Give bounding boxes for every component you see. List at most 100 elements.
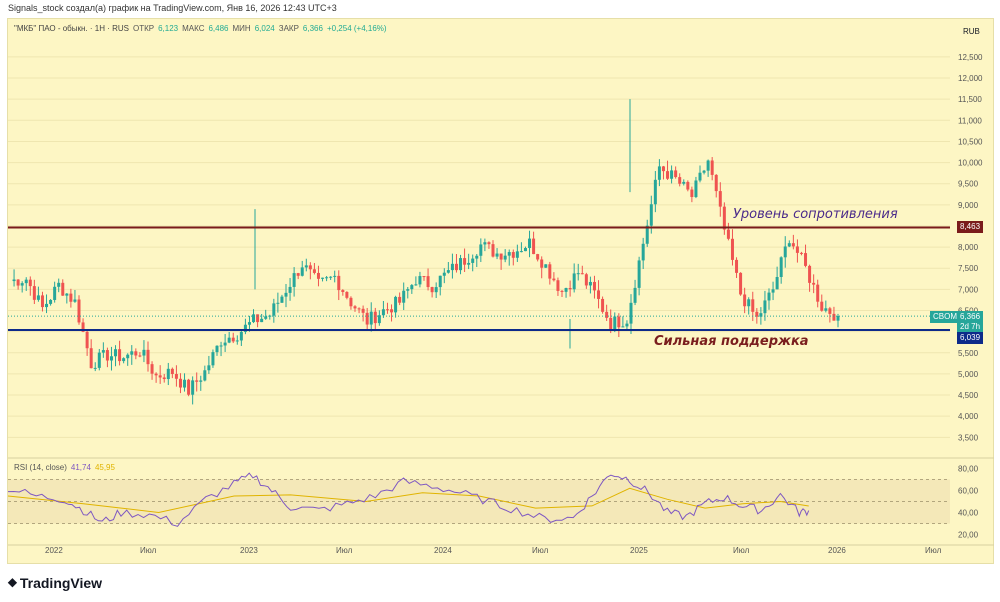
candle-body[interactable]	[454, 263, 458, 271]
candle-body[interactable]	[597, 290, 601, 299]
candle-body[interactable]	[467, 262, 471, 265]
symbol-title[interactable]: "МКБ" ПАО - обыкн. · 1Н · RUS	[14, 24, 129, 33]
candle-body[interactable]	[491, 244, 495, 257]
candle-body[interactable]	[20, 283, 24, 286]
candle-body[interactable]	[560, 290, 564, 292]
candle-body[interactable]	[791, 243, 795, 247]
candle-body[interactable]	[556, 280, 560, 291]
candle-body[interactable]	[36, 295, 40, 300]
candle-body[interactable]	[369, 311, 373, 325]
candle-body[interactable]	[398, 296, 402, 303]
candle-body[interactable]	[219, 345, 223, 347]
candle-body[interactable]	[280, 296, 284, 303]
support-annotation[interactable]: Сильная поддержка	[654, 334, 809, 349]
candle-body[interactable]	[641, 243, 645, 261]
candle-body[interactable]	[580, 273, 584, 275]
candle-body[interactable]	[552, 278, 556, 281]
candle-body[interactable]	[698, 172, 702, 181]
candle-body[interactable]	[775, 277, 779, 290]
candle-body[interactable]	[146, 349, 150, 365]
candle-body[interactable]	[243, 324, 247, 332]
candle-body[interactable]	[207, 365, 211, 371]
candle-body[interactable]	[812, 282, 816, 285]
candle-body[interactable]	[61, 282, 65, 296]
candle-body[interactable]	[442, 272, 446, 276]
candle-body[interactable]	[158, 375, 162, 378]
candle-body[interactable]	[101, 350, 105, 353]
candle-body[interactable]	[601, 298, 605, 312]
candle-body[interactable]	[154, 373, 158, 376]
candle-body[interactable]	[357, 308, 361, 310]
candle-body[interactable]	[471, 258, 475, 263]
candle-body[interactable]	[174, 373, 178, 379]
candle-body[interactable]	[763, 300, 767, 314]
candle-body[interactable]	[588, 281, 592, 286]
candle-body[interactable]	[134, 351, 138, 356]
candle-body[interactable]	[519, 251, 523, 253]
candle-body[interactable]	[544, 264, 548, 268]
candle-body[interactable]	[215, 345, 219, 353]
candle-body[interactable]	[779, 257, 783, 278]
rsi-line[interactable]	[7, 472, 810, 527]
candle-body[interactable]	[592, 281, 596, 291]
candle-body[interactable]	[256, 314, 260, 323]
candle-body[interactable]	[495, 253, 499, 257]
candle-body[interactable]	[617, 316, 621, 328]
candle-body[interactable]	[584, 274, 588, 286]
candle-body[interactable]	[223, 342, 227, 346]
candle-body[interactable]	[16, 279, 20, 286]
candle-body[interactable]	[178, 378, 182, 388]
candle-body[interactable]	[507, 252, 511, 256]
candle-body[interactable]	[394, 296, 398, 313]
resistance-annotation[interactable]: Уровень сопротивления	[733, 207, 898, 222]
candle-body[interactable]	[353, 306, 357, 309]
candle-body[interactable]	[430, 287, 434, 293]
candle-body[interactable]	[183, 379, 187, 388]
candle-body[interactable]	[402, 290, 406, 303]
candle-body[interactable]	[564, 288, 568, 292]
candle-body[interactable]	[755, 311, 759, 317]
candle-body[interactable]	[81, 322, 85, 332]
candle-body[interactable]	[203, 370, 207, 381]
candle-body[interactable]	[109, 356, 113, 361]
candle-body[interactable]	[373, 311, 377, 324]
candle-body[interactable]	[739, 272, 743, 295]
rsi-label[interactable]: RSI (14, close)	[14, 463, 67, 472]
candle-body[interactable]	[170, 368, 174, 374]
candle-body[interactable]	[629, 302, 633, 324]
candle-body[interactable]	[536, 254, 540, 260]
candle-body[interactable]	[316, 272, 320, 279]
candle-body[interactable]	[142, 349, 146, 356]
candle-body[interactable]	[406, 289, 410, 291]
candle-body[interactable]	[661, 166, 665, 172]
candle-body[interactable]	[252, 314, 256, 323]
candle-body[interactable]	[820, 301, 824, 311]
candle-body[interactable]	[767, 292, 771, 301]
candle-body[interactable]	[126, 354, 130, 359]
candle-body[interactable]	[666, 171, 670, 179]
candle-body[interactable]	[645, 225, 649, 244]
candle-body[interactable]	[649, 204, 653, 226]
candle-body[interactable]	[726, 229, 730, 239]
candle-body[interactable]	[702, 170, 706, 173]
candle-body[interactable]	[105, 350, 109, 361]
candle-body[interactable]	[459, 258, 463, 271]
candle-body[interactable]	[747, 299, 751, 307]
candle-body[interactable]	[523, 248, 527, 252]
candle-body[interactable]	[714, 174, 718, 192]
candle-body[interactable]	[694, 180, 698, 198]
candle-body[interactable]	[463, 258, 467, 265]
candle-body[interactable]	[487, 242, 491, 245]
candle-body[interactable]	[150, 364, 154, 374]
candle-body[interactable]	[292, 273, 296, 287]
candle-body[interactable]	[674, 170, 678, 178]
candle-body[interactable]	[653, 179, 657, 205]
tradingview-logo[interactable]: 🞙 TradingView	[8, 574, 102, 591]
candle-body[interactable]	[85, 331, 89, 349]
candle-body[interactable]	[28, 279, 32, 287]
candle-body[interactable]	[365, 312, 369, 325]
candle-body[interactable]	[710, 160, 714, 175]
candle-body[interactable]	[227, 337, 231, 343]
candle-body[interactable]	[187, 379, 191, 395]
candle-body[interactable]	[576, 273, 580, 275]
